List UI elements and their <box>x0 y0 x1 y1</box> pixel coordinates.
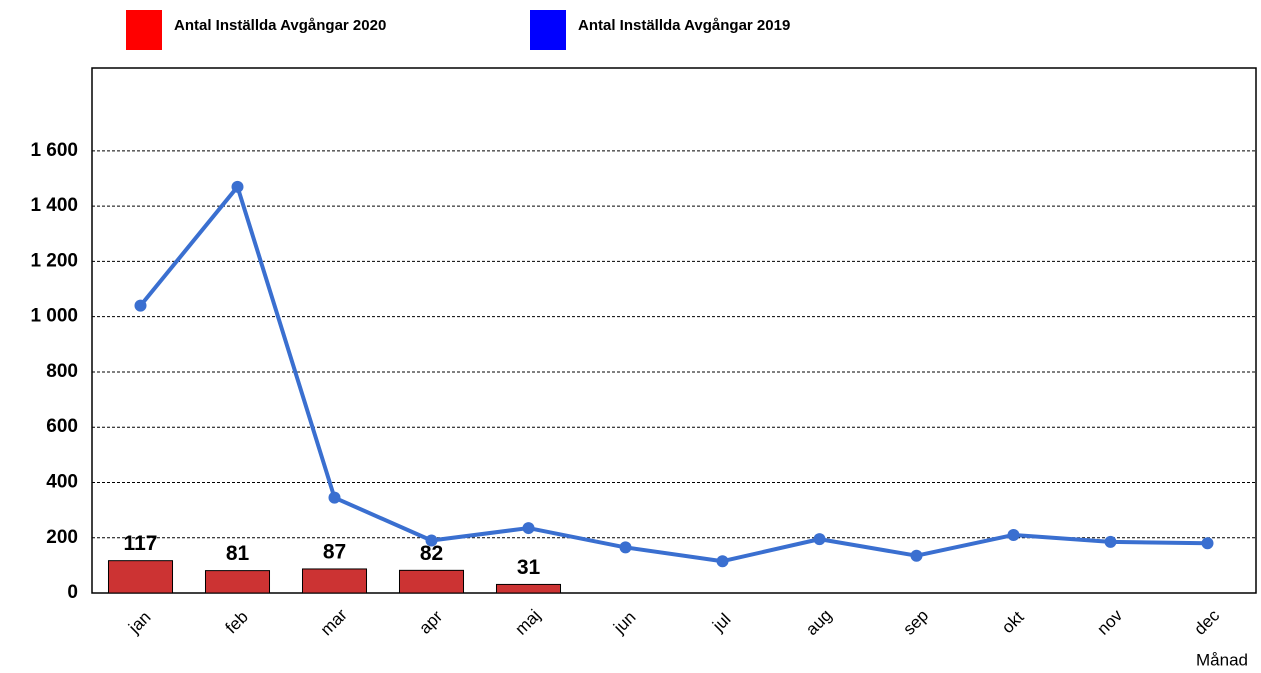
bar <box>204 570 271 594</box>
bar <box>107 560 174 594</box>
line-point <box>1104 535 1117 548</box>
x-tick-label: mar <box>317 605 351 639</box>
x-tick-label: dec <box>1190 606 1223 639</box>
y-tick-label: 200 <box>46 527 78 548</box>
bar <box>398 569 465 594</box>
y-tick-label: 1 200 <box>30 250 78 271</box>
x-tick-label: nov <box>1093 606 1126 639</box>
x-tick-label: sep <box>899 606 932 639</box>
data-label: 81 <box>226 542 250 565</box>
bar <box>495 583 562 594</box>
data-label: 87 <box>323 541 346 564</box>
y-tick-label: 600 <box>46 416 78 437</box>
line-point <box>910 549 923 562</box>
y-tick-label: 1 000 <box>30 306 78 327</box>
data-label: 31 <box>517 556 541 579</box>
line-point <box>1201 537 1214 550</box>
bar <box>301 568 368 594</box>
y-tick-label: 400 <box>46 471 78 492</box>
line-point <box>716 555 729 568</box>
legend-swatch <box>530 10 566 50</box>
line-point <box>522 522 535 535</box>
plot-frame <box>91 67 1257 594</box>
data-label: 117 <box>124 532 158 555</box>
x-tick-label: jul <box>708 610 734 636</box>
x-tick-label: okt <box>998 607 1028 637</box>
line-point <box>328 491 341 504</box>
line-point <box>425 534 438 547</box>
legend-label: Antal Inställda Avgångar 2020 <box>174 17 386 34</box>
line-point <box>231 180 244 193</box>
x-tick-label: apr <box>415 607 446 638</box>
x-tick-label: maj <box>511 606 544 639</box>
legend-label: Antal Inställda Avgångar 2019 <box>578 17 790 34</box>
line-point <box>619 541 632 554</box>
y-tick-label: 0 <box>67 582 78 603</box>
line <box>138 184 1208 564</box>
x-tick-label: jan <box>124 608 154 638</box>
y-tick-label: 1 400 <box>30 195 78 216</box>
x-tick-label: aug <box>802 606 835 639</box>
line-point <box>813 533 826 546</box>
legend-swatch <box>126 10 162 50</box>
x-tick-label: jun <box>609 608 639 638</box>
line-point <box>134 299 147 312</box>
y-tick-label: 1 600 <box>30 140 78 161</box>
x-tick-label: feb <box>222 607 252 637</box>
data-label: 82 <box>420 542 443 565</box>
y-tick-label: 800 <box>46 361 78 382</box>
line-point <box>1007 528 1020 541</box>
x-axis-label: Månad <box>1196 650 1248 669</box>
